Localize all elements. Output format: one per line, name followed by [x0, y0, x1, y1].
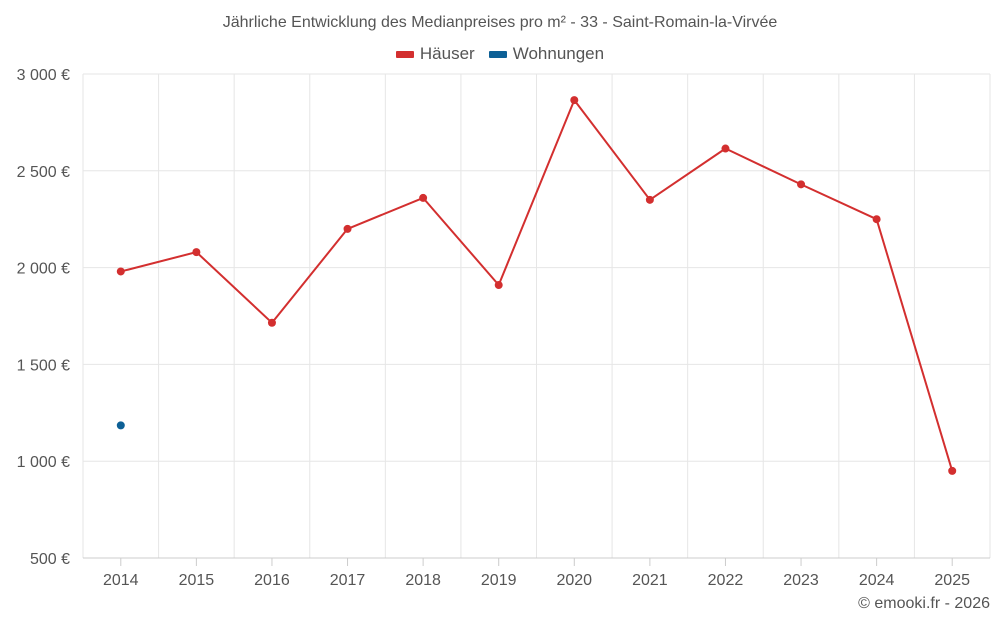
x-tick-label: 2024 — [859, 572, 895, 589]
y-tick-label: 1 500 € — [17, 357, 70, 374]
x-tick-label: 2023 — [783, 572, 819, 589]
y-tick-label: 1 000 € — [17, 454, 70, 471]
x-tick-label: 2022 — [708, 572, 744, 589]
data-point-haeuser — [494, 281, 503, 290]
x-tick-label: 2025 — [934, 572, 970, 589]
x-tick-label: 2016 — [254, 572, 290, 589]
y-tick-label: 2 500 € — [17, 164, 70, 181]
data-point-haeuser — [721, 144, 730, 153]
y-tick-label: 2 000 € — [17, 261, 70, 278]
x-tick-label: 2014 — [103, 572, 139, 589]
data-point-haeuser — [570, 96, 579, 105]
y-tick-label: 3 000 € — [17, 67, 70, 84]
chart-title: Jährliche Entwicklung des Medianpreises … — [222, 14, 778, 31]
x-tick-label: 2018 — [405, 572, 441, 589]
data-point-haeuser — [192, 248, 201, 257]
data-point-haeuser — [872, 215, 881, 224]
x-tick-label: 2015 — [179, 572, 215, 589]
x-tick-label: 2020 — [556, 572, 592, 589]
data-point-haeuser — [419, 193, 428, 202]
data-point-haeuser — [948, 466, 957, 475]
data-point-haeuser — [343, 224, 352, 233]
legend-item-haeuser[interactable]: Häuser — [395, 44, 475, 64]
copyright-text: © emooki.fr - 2026 — [858, 595, 990, 612]
data-point-haeuser — [267, 318, 276, 327]
x-tick-label: 2021 — [632, 572, 668, 589]
legend-item-wohnungen[interactable]: Wohnungen — [488, 44, 605, 64]
series-line-haeuser — [120, 99, 954, 472]
x-tick-label: 2017 — [330, 572, 366, 589]
legend-label-haeuser: Häuser — [419, 44, 475, 63]
legend-label-wohnungen: Wohnungen — [512, 44, 605, 63]
data-point-haeuser — [116, 267, 125, 276]
legend: Häuser Wohnungen — [0, 44, 1000, 64]
data-point-wohnungen — [116, 421, 125, 430]
legend-swatch-wohnungen — [488, 50, 507, 58]
y-tick-label: 500 € — [30, 551, 70, 568]
data-point-haeuser — [797, 180, 806, 189]
data-point-haeuser — [645, 195, 654, 204]
x-tick-label: 2019 — [481, 572, 517, 589]
legend-swatch-haeuser — [395, 50, 414, 58]
